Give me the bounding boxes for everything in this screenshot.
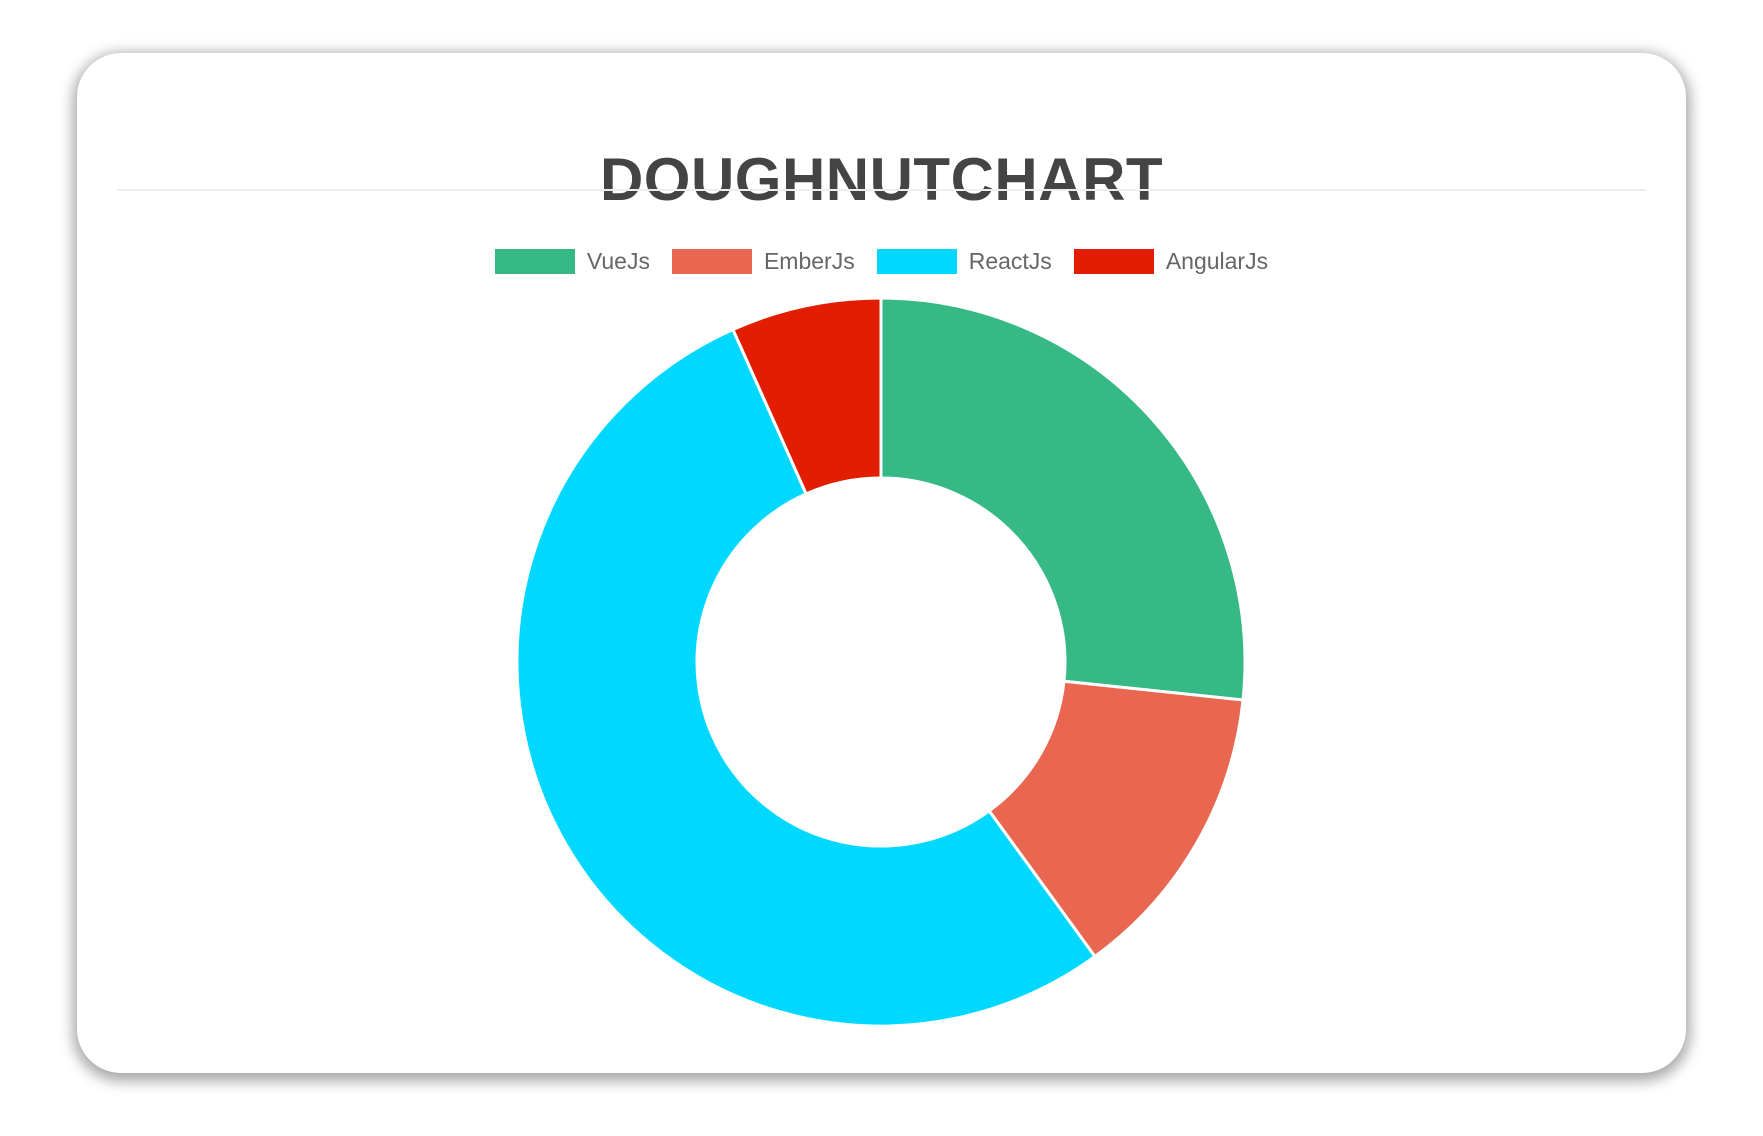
legend-item-reactjs[interactable]: ReactJs xyxy=(876,248,1052,275)
legend-item-emberjs[interactable]: EmberJs xyxy=(671,248,855,275)
legend-label: VueJs xyxy=(586,248,650,274)
legend: VueJs EmberJs ReactJs AngularJs xyxy=(77,248,1686,275)
doughnut-slice-reactjs[interactable] xyxy=(515,327,1098,1028)
chart-card: DOUGHNUTCHART VueJs EmberJs ReactJs Angu… xyxy=(77,53,1686,1073)
legend-label: ReactJs xyxy=(968,248,1052,274)
title-divider xyxy=(117,189,1646,191)
legend-swatch xyxy=(876,249,957,274)
legend-item-vuejs[interactable]: VueJs xyxy=(494,248,650,275)
doughnut-chart xyxy=(515,296,1247,1028)
legend-swatch xyxy=(1073,249,1154,274)
doughnut-slice-angularjs[interactable] xyxy=(730,296,883,496)
doughnut-slice-emberjs[interactable] xyxy=(987,679,1245,959)
legend-swatch xyxy=(494,249,575,274)
legend-label: AngularJs xyxy=(1165,248,1269,274)
legend-swatch xyxy=(671,249,752,274)
doughnut-slice-vuejs[interactable] xyxy=(879,296,1247,702)
chart-title: DOUGHNUTCHART xyxy=(599,146,1164,213)
legend-label: EmberJs xyxy=(763,248,855,274)
legend-item-angularjs[interactable]: AngularJs xyxy=(1073,248,1269,275)
